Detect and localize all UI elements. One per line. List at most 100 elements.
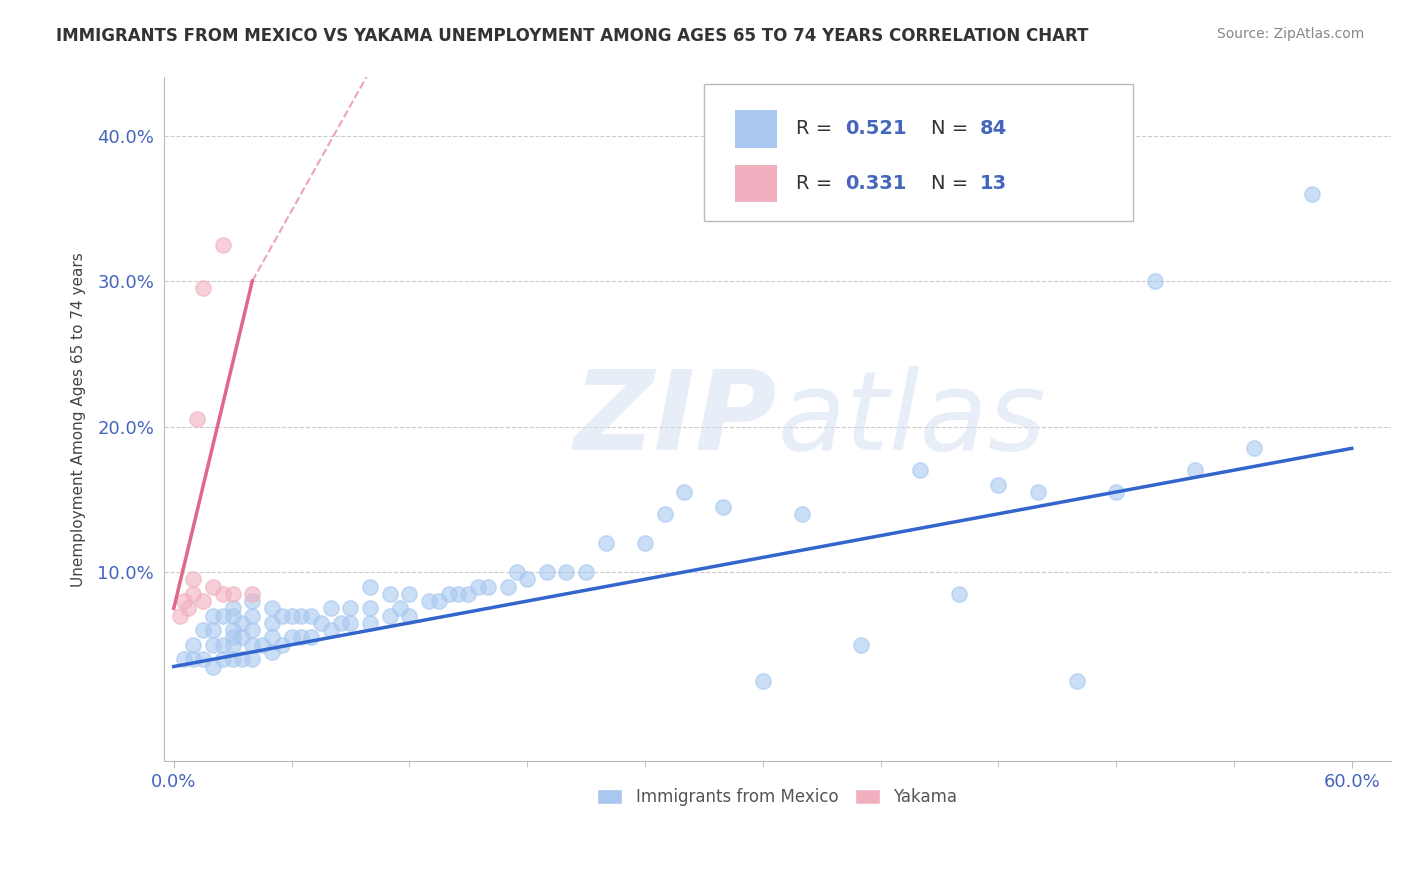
Point [240, 608, 263, 623]
Point [211, 652, 233, 666]
Text: Source: ZipAtlas.com: Source: ZipAtlas.com [1216, 27, 1364, 41]
Point [575, 565, 598, 579]
Point [908, 463, 931, 477]
Point [516, 572, 538, 586]
Point [240, 652, 263, 666]
Point [221, 638, 243, 652]
Point [221, 601, 243, 615]
Point [280, 608, 302, 623]
Bar [734, 165, 778, 202]
Point [231, 615, 253, 630]
Point [186, 412, 208, 426]
Point [319, 623, 342, 637]
Point [299, 608, 322, 623]
Point [250, 638, 273, 652]
Point [193, 281, 215, 295]
Point [359, 580, 381, 594]
Point [1026, 485, 1049, 500]
Point [987, 477, 1010, 491]
Point [221, 587, 243, 601]
Text: 84: 84 [980, 120, 1007, 138]
Point [260, 645, 283, 659]
Point [202, 608, 225, 623]
Point [319, 601, 342, 615]
Point [713, 500, 735, 514]
Point [202, 623, 225, 637]
Point [751, 674, 773, 689]
Point [437, 587, 460, 601]
Y-axis label: Unemployment Among Ages 65 to 74 years: Unemployment Among Ages 65 to 74 years [72, 252, 86, 587]
Point [193, 594, 215, 608]
Text: 0.521: 0.521 [845, 120, 907, 138]
Point [183, 652, 205, 666]
Point [270, 608, 292, 623]
Point [211, 587, 233, 601]
Point [270, 638, 292, 652]
Point [359, 601, 381, 615]
Point [221, 652, 243, 666]
Point [211, 237, 233, 252]
Point [169, 608, 191, 623]
Point [240, 638, 263, 652]
Point [280, 631, 302, 645]
Point [173, 594, 195, 608]
Point [231, 631, 253, 645]
Point [398, 608, 420, 623]
Point [211, 638, 233, 652]
Text: R =: R = [796, 174, 838, 193]
Point [418, 594, 440, 608]
Point [329, 615, 352, 630]
Point [202, 638, 225, 652]
Point [359, 615, 381, 630]
Point [1243, 442, 1265, 456]
Text: N =: N = [931, 174, 974, 193]
FancyBboxPatch shape [704, 84, 1133, 221]
Point [231, 652, 253, 666]
Text: IMMIGRANTS FROM MEXICO VS YAKAMA UNEMPLOYMENT AMONG AGES 65 TO 74 YEARS CORRELAT: IMMIGRANTS FROM MEXICO VS YAKAMA UNEMPLO… [56, 27, 1088, 45]
Text: R =: R = [796, 120, 838, 138]
Point [506, 565, 529, 579]
Point [1105, 485, 1128, 500]
Point [221, 623, 243, 637]
Text: N =: N = [931, 120, 974, 138]
Point [290, 608, 312, 623]
Text: 0.331: 0.331 [845, 174, 907, 193]
Point [193, 623, 215, 637]
Point [948, 587, 970, 601]
Point [183, 638, 205, 652]
Point [378, 587, 401, 601]
Bar [734, 110, 778, 147]
Point [673, 485, 696, 500]
Point [496, 580, 519, 594]
Point [447, 587, 470, 601]
Point [634, 536, 657, 550]
Point [183, 572, 205, 586]
Point [536, 565, 558, 579]
Point [790, 507, 813, 521]
Point [260, 601, 283, 615]
Point [1301, 186, 1323, 201]
Point [202, 580, 225, 594]
Point [260, 631, 283, 645]
Point [211, 608, 233, 623]
Point [309, 615, 332, 630]
Point [240, 587, 263, 601]
Point [176, 601, 198, 615]
Point [1144, 274, 1167, 288]
Point [477, 580, 499, 594]
Point [221, 631, 243, 645]
Point [173, 652, 195, 666]
Point [339, 601, 361, 615]
Point [595, 536, 617, 550]
Point [183, 587, 205, 601]
Point [1066, 674, 1088, 689]
Point [290, 631, 312, 645]
Point [654, 507, 676, 521]
Point [193, 652, 215, 666]
Legend: Immigrants from Mexico, Yakama: Immigrants from Mexico, Yakama [589, 780, 966, 814]
Text: 13: 13 [980, 174, 1007, 193]
Point [555, 565, 578, 579]
Point [398, 587, 420, 601]
Point [339, 615, 361, 630]
Text: ZIP: ZIP [574, 366, 778, 473]
